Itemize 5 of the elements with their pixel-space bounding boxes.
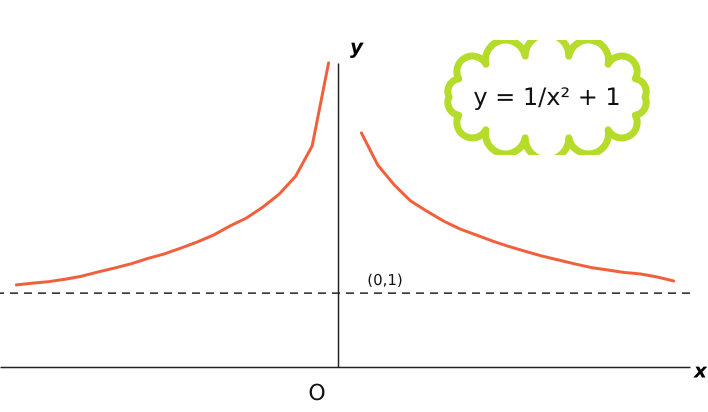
text: O	[308, 381, 326, 406]
annotation: y = 1/x² + 1	[473, 83, 621, 111]
y-axis-title: y	[350, 34, 364, 58]
x-axis-title: x	[693, 358, 708, 382]
annotation: (0,1)	[367, 271, 403, 289]
